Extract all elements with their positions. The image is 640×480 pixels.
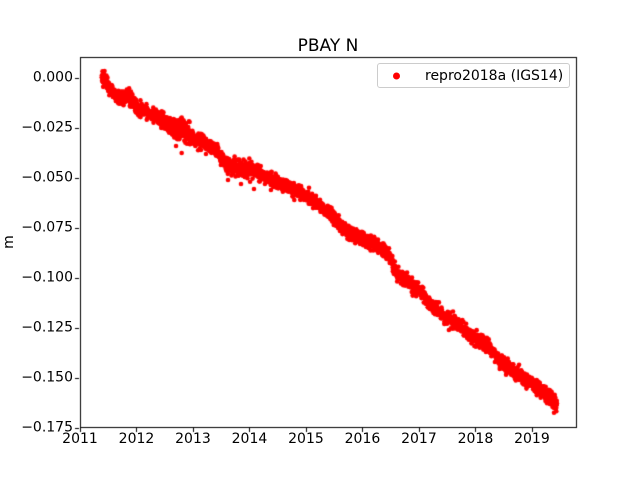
y-tick-label: −0.075 (21, 219, 73, 236)
y-tick-label: −0.125 (21, 319, 73, 336)
x-tick-label: 2016 (344, 431, 381, 447)
x-tick-label: 2018 (457, 431, 494, 447)
legend-label: repro2018a (IGS14) (425, 67, 564, 84)
chart-title: PBAY N (297, 36, 359, 56)
x-tick-label: 2019 (514, 431, 550, 447)
y-tick-label: 0.000 (32, 69, 73, 86)
y-tick-label: −0.175 (21, 419, 73, 436)
y-tick-label: −0.050 (21, 169, 73, 186)
y-axis-label: m (1, 235, 17, 249)
y-tick-label: −0.025 (21, 119, 73, 136)
legend: repro2018a (IGS14) (377, 63, 570, 88)
x-tick-label: 2013 (175, 431, 211, 447)
x-tick-label: 2015 (288, 431, 324, 447)
x-tick-label: 2017 (401, 431, 437, 447)
y-tick-label: −0.100 (21, 269, 73, 286)
x-tick-label: 2014 (231, 431, 268, 447)
x-tick-label: 2011 (62, 431, 98, 447)
legend-dot-marker-icon (393, 72, 400, 79)
x-tick-label: 2012 (118, 431, 155, 447)
y-tick-label: −0.150 (21, 369, 73, 386)
